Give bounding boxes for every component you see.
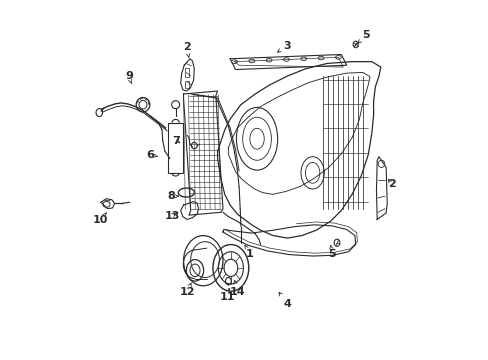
- Text: 7: 7: [172, 136, 180, 145]
- Text: 3: 3: [277, 41, 291, 52]
- Text: 5: 5: [328, 246, 335, 258]
- Text: 4: 4: [279, 292, 291, 309]
- Text: 5: 5: [357, 30, 369, 44]
- Text: 10: 10: [92, 212, 108, 225]
- Text: 2: 2: [387, 179, 395, 189]
- Text: 9: 9: [125, 71, 133, 84]
- Text: 1: 1: [244, 245, 253, 258]
- Text: 13: 13: [164, 211, 180, 221]
- Bar: [184, 81, 188, 88]
- Bar: [168, 123, 183, 173]
- Text: 14: 14: [229, 280, 244, 297]
- Text: 12: 12: [179, 283, 195, 297]
- Text: 6: 6: [146, 150, 157, 160]
- Bar: [184, 68, 188, 77]
- Text: 2: 2: [183, 42, 191, 58]
- Text: 11: 11: [219, 288, 235, 302]
- Text: 8: 8: [167, 191, 178, 201]
